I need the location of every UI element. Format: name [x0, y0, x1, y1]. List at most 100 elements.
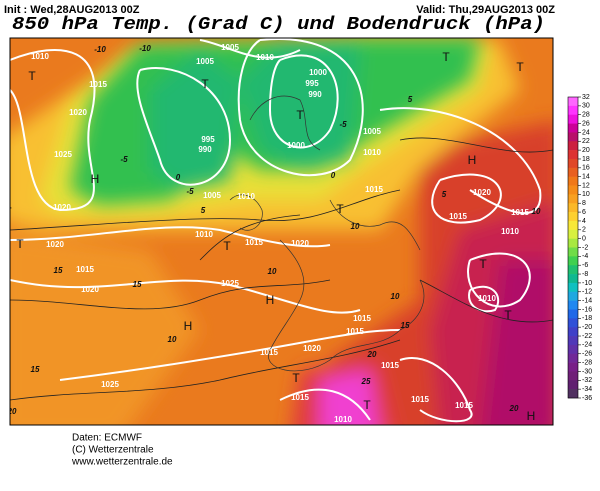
- pressure-label: 990: [198, 145, 212, 154]
- pressure-center: H: [91, 172, 100, 186]
- colorbar-label: -8: [582, 271, 588, 278]
- pressure-label: 1020: [303, 344, 321, 353]
- colorbar-label: 18: [582, 156, 590, 163]
- temperature-label: 10: [532, 207, 541, 216]
- pressure-center: H: [527, 409, 536, 423]
- pressure-label: 1015: [260, 348, 278, 357]
- colorbar-label: 26: [582, 120, 590, 127]
- pressure-center: H: [184, 319, 193, 333]
- pressure-label: 1015: [381, 361, 399, 370]
- colorbar-label: 0: [582, 235, 586, 242]
- temperature-label: 10: [351, 222, 360, 231]
- temperature-lines: [10, 137, 553, 401]
- pressure-label: 1020: [291, 239, 309, 248]
- colorbar-label: -10: [582, 280, 592, 287]
- pressure-label: 1005: [203, 191, 221, 200]
- colorbar-label: -30: [582, 368, 592, 375]
- pressure-center: T: [516, 60, 524, 74]
- colorbar-label: -14: [582, 297, 592, 304]
- pressure-center: T: [363, 398, 371, 412]
- temperature-label: 20: [509, 404, 519, 413]
- pressure-center: T: [16, 237, 24, 251]
- temperature-label: 25: [361, 377, 371, 386]
- colorbar-label: 8: [582, 200, 586, 207]
- pressure-label: 1025: [221, 279, 239, 288]
- colorbar-label: 12: [582, 182, 590, 189]
- colorbar-segment: [568, 265, 578, 275]
- pressure-label: 1015: [291, 393, 309, 402]
- colorbar-label: 28: [582, 112, 590, 119]
- pressure-center: T: [442, 50, 450, 64]
- colorbar-label: -36: [582, 395, 592, 402]
- temperature-label: -5: [186, 187, 194, 196]
- footer-line: www.wetterzentrale.de: [71, 457, 173, 468]
- colorbar-segment: [568, 389, 578, 399]
- temperature-label: 15: [54, 266, 63, 275]
- pressure-label: 1010: [363, 148, 381, 157]
- temperature-label: -10: [94, 45, 106, 54]
- colorbar-label: -26: [582, 351, 592, 358]
- pressure-center: T: [201, 77, 209, 91]
- colorbar-label: 30: [582, 103, 590, 110]
- isobars: [10, 38, 542, 423]
- pressure-label: 995: [201, 135, 215, 144]
- pressure-center: H: [266, 293, 275, 307]
- temperature-label: 10: [268, 267, 277, 276]
- colorbar-label: -12: [582, 289, 592, 296]
- colorbar-segment: [568, 291, 578, 301]
- colorbar-segment: [568, 185, 578, 195]
- colorbar: 32302826242220181614121086420-2-4-6-8-10…: [567, 94, 592, 402]
- coastlines: [229, 95, 425, 372]
- pressure-label: 1015: [455, 401, 473, 410]
- colorbar-segment: [568, 344, 578, 355]
- colorbar-segment: [568, 371, 578, 381]
- colorbar-segment: [568, 336, 578, 346]
- colorbar-segment: [568, 327, 578, 337]
- temperature-label: 10: [168, 335, 177, 344]
- colorbar-label: -20: [582, 324, 592, 331]
- pressure-label: 1005: [196, 57, 214, 66]
- colorbar-label: -28: [582, 359, 592, 366]
- colorbar-segment: [568, 132, 578, 142]
- pressure-label: 1015: [365, 185, 383, 194]
- colorbar-segment: [568, 194, 578, 204]
- colorbar-label: -4: [582, 253, 588, 260]
- pressure-label: 1010: [31, 52, 49, 61]
- colorbar-label: 24: [582, 129, 590, 136]
- colorbar-segment: [568, 141, 578, 151]
- temperature-label: 20: [367, 350, 377, 359]
- temperature-label: 15: [31, 365, 40, 374]
- colorbar-segment: [568, 212, 578, 222]
- colorbar-segment: [568, 247, 578, 257]
- pressure-label: 1015: [353, 314, 371, 323]
- pressure-label: 1010: [334, 415, 352, 424]
- colorbar-label: 10: [582, 191, 590, 198]
- colorbar-label: -32: [582, 377, 592, 384]
- pressure-label: 1000: [287, 141, 305, 150]
- pressure-center: T: [336, 202, 344, 216]
- colorbar-segment: [568, 167, 578, 177]
- pressure-label: 1020: [473, 188, 491, 197]
- colorbar-segment: [568, 123, 578, 133]
- pressure-center: H: [468, 153, 477, 167]
- colorbar-label: -6: [582, 262, 588, 269]
- temperature-label: 5: [408, 95, 413, 104]
- pressure-label: 1025: [54, 150, 72, 159]
- pressure-label: 1015: [411, 395, 429, 404]
- pressure-label: 1015: [89, 80, 107, 89]
- colorbar-segment: [568, 158, 578, 169]
- temperature-label: 0: [331, 171, 336, 180]
- temperature-label: 20: [7, 407, 17, 416]
- colorbar-segment: [568, 256, 578, 266]
- colorbar-label: 22: [582, 138, 590, 145]
- footer-line: (C) Wetterzentrale: [72, 445, 154, 456]
- pressure-center: T: [296, 108, 304, 122]
- pressure-label: 1020: [46, 240, 64, 249]
- pressure-center: T: [4, 205, 12, 219]
- colorbar-segment: [568, 274, 578, 284]
- colorbar-label: -24: [582, 342, 592, 349]
- temperature-label: -5: [339, 120, 347, 129]
- colorbar-segment: [568, 150, 578, 160]
- colorbar-segment: [568, 105, 578, 116]
